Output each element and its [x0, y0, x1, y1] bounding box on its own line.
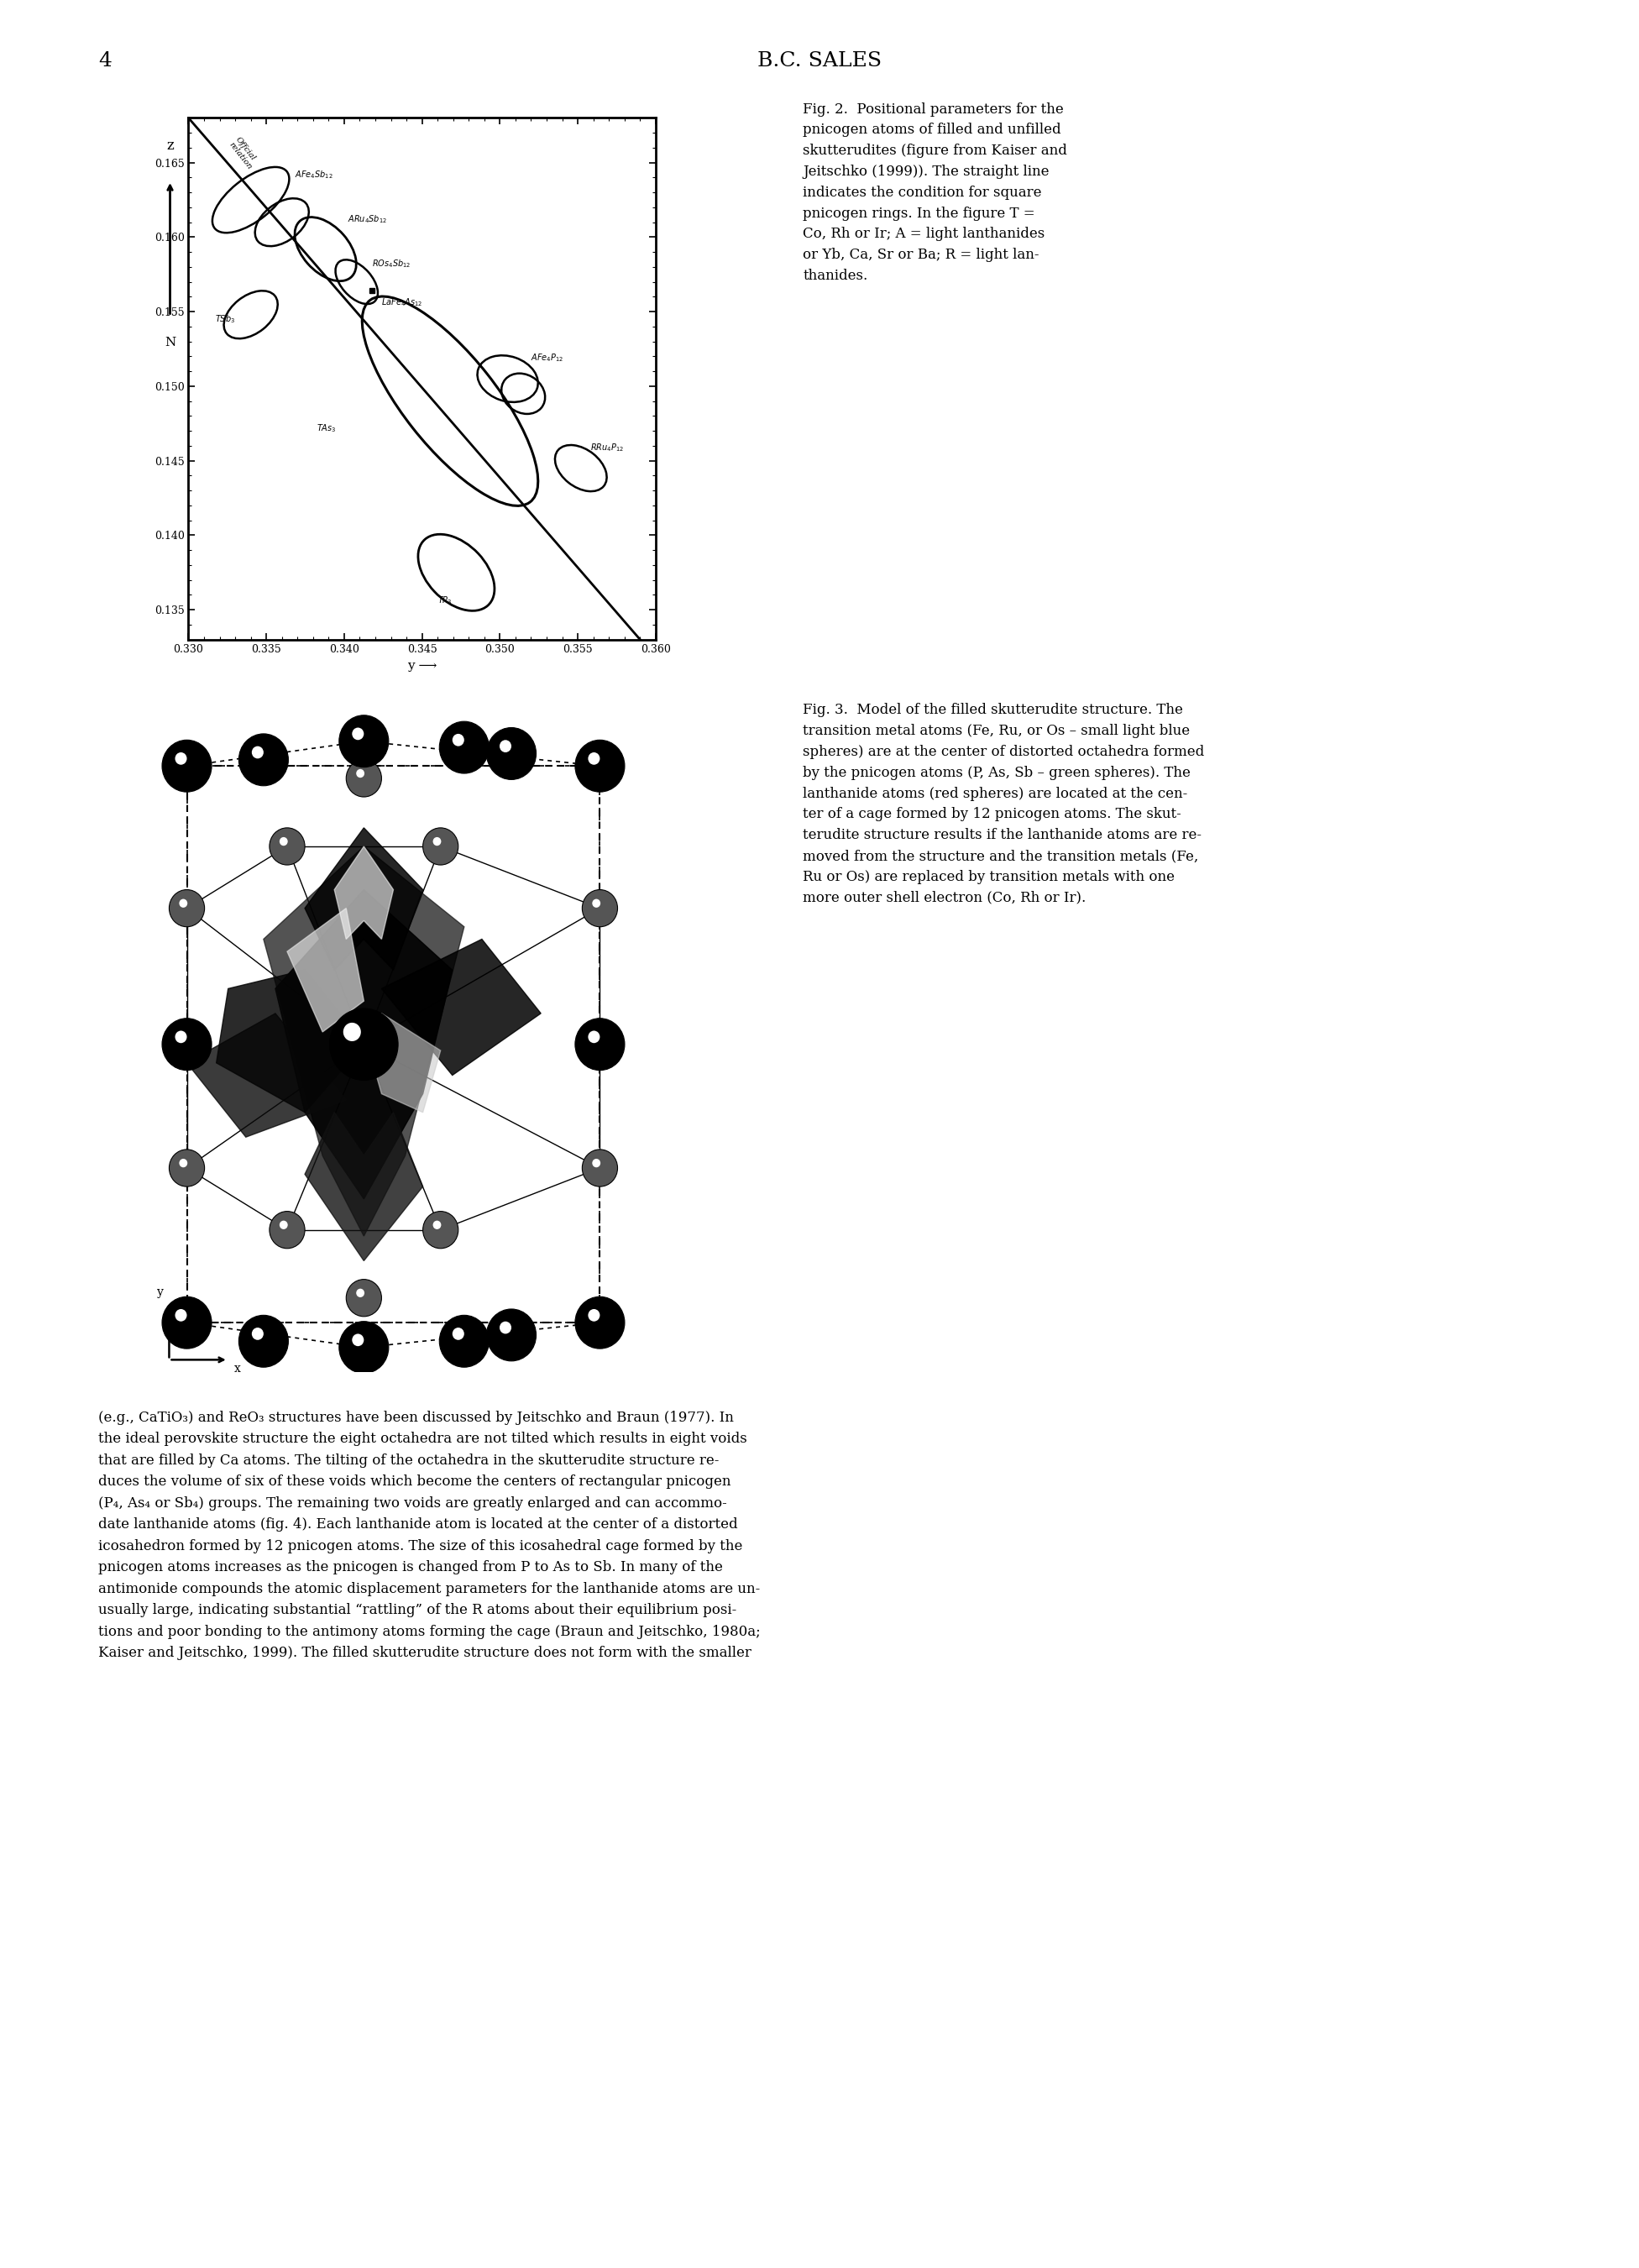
- Circle shape: [452, 1327, 464, 1340]
- Text: $TP_3$: $TP_3$: [438, 594, 452, 606]
- Circle shape: [592, 898, 600, 907]
- Circle shape: [575, 1297, 624, 1349]
- Circle shape: [487, 728, 536, 780]
- Circle shape: [162, 1297, 211, 1349]
- Circle shape: [179, 898, 187, 907]
- Circle shape: [588, 1030, 600, 1043]
- Circle shape: [356, 1034, 364, 1043]
- Circle shape: [239, 735, 288, 785]
- Text: $TSb_3$: $TSb_3$: [215, 313, 236, 324]
- Text: x: x: [234, 1363, 241, 1374]
- Circle shape: [162, 739, 211, 792]
- Circle shape: [452, 735, 464, 746]
- Polygon shape: [364, 1014, 441, 1111]
- Polygon shape: [287, 907, 364, 1032]
- Text: Fig. 2.  Positional parameters for the
pnicogen atoms of filled and unfilled
sku: Fig. 2. Positional parameters for the pn…: [803, 102, 1067, 284]
- Circle shape: [179, 1159, 187, 1168]
- Circle shape: [252, 1327, 264, 1340]
- Circle shape: [175, 1309, 187, 1322]
- Circle shape: [575, 1018, 624, 1070]
- Circle shape: [500, 739, 511, 753]
- Circle shape: [343, 1023, 361, 1041]
- Circle shape: [329, 1009, 398, 1080]
- Circle shape: [352, 1334, 364, 1347]
- Text: B.C. SALES: B.C. SALES: [757, 52, 882, 70]
- Circle shape: [346, 1025, 382, 1064]
- Circle shape: [346, 760, 382, 796]
- Circle shape: [487, 1309, 536, 1361]
- Circle shape: [280, 837, 288, 846]
- Circle shape: [575, 739, 624, 792]
- Polygon shape: [305, 1111, 423, 1261]
- Text: Fig. 3.  Model of the filled skutterudite structure. The
transition metal atoms : Fig. 3. Model of the filled skutterudite…: [803, 703, 1205, 905]
- Text: N: N: [164, 338, 175, 349]
- Bar: [187, 767, 600, 1322]
- X-axis label: y ⟶: y ⟶: [406, 660, 438, 671]
- Circle shape: [439, 1315, 488, 1368]
- Text: $RRu_4P_{12}$: $RRu_4P_{12}$: [590, 442, 624, 454]
- Text: y: y: [157, 1286, 164, 1297]
- Polygon shape: [264, 846, 464, 1236]
- Circle shape: [582, 1150, 618, 1186]
- Circle shape: [439, 721, 488, 773]
- Circle shape: [346, 1279, 382, 1315]
- Circle shape: [500, 1322, 511, 1334]
- Circle shape: [169, 1150, 205, 1186]
- Polygon shape: [187, 1014, 346, 1136]
- Circle shape: [239, 1315, 288, 1368]
- Circle shape: [339, 1322, 388, 1374]
- Polygon shape: [275, 889, 452, 1200]
- Circle shape: [423, 828, 459, 864]
- Circle shape: [175, 1030, 187, 1043]
- Polygon shape: [305, 828, 423, 971]
- Circle shape: [352, 728, 364, 739]
- Text: $AFe_4Sb_{12}$: $AFe_4Sb_{12}$: [295, 168, 333, 181]
- Circle shape: [592, 1159, 600, 1168]
- Circle shape: [588, 753, 600, 764]
- Text: z: z: [167, 138, 174, 152]
- Circle shape: [162, 1018, 211, 1070]
- Polygon shape: [382, 939, 541, 1075]
- Text: $ROs_4Sb_{12}$: $ROs_4Sb_{12}$: [372, 259, 411, 270]
- Text: 4: 4: [98, 52, 111, 70]
- Circle shape: [423, 1211, 459, 1247]
- Circle shape: [339, 714, 388, 767]
- Text: $AFe_4P_{12}$: $AFe_4P_{12}$: [531, 352, 564, 363]
- Text: $TAs_3$: $TAs_3$: [316, 422, 336, 433]
- Text: $ARu_4Sb_{12}$: $ARu_4Sb_{12}$: [347, 213, 387, 225]
- Text: $LaFe_4As_{12}$: $LaFe_4As_{12}$: [382, 297, 423, 308]
- Circle shape: [269, 1211, 305, 1247]
- Circle shape: [169, 889, 205, 928]
- Circle shape: [356, 1288, 364, 1297]
- Circle shape: [252, 746, 264, 758]
- Circle shape: [588, 1309, 600, 1322]
- Circle shape: [280, 1220, 288, 1229]
- Circle shape: [356, 769, 364, 778]
- Circle shape: [582, 889, 618, 928]
- Text: (e.g., CaTiO₃) and ReO₃ structures have been discussed by Jeitschko and Braun (1: (e.g., CaTiO₃) and ReO₃ structures have …: [98, 1411, 760, 1660]
- Circle shape: [433, 1220, 441, 1229]
- Polygon shape: [334, 846, 393, 939]
- Text: Offcial
relation: Offcial relation: [228, 136, 261, 172]
- Polygon shape: [216, 971, 364, 1111]
- Circle shape: [175, 753, 187, 764]
- Circle shape: [269, 828, 305, 864]
- Circle shape: [433, 837, 441, 846]
